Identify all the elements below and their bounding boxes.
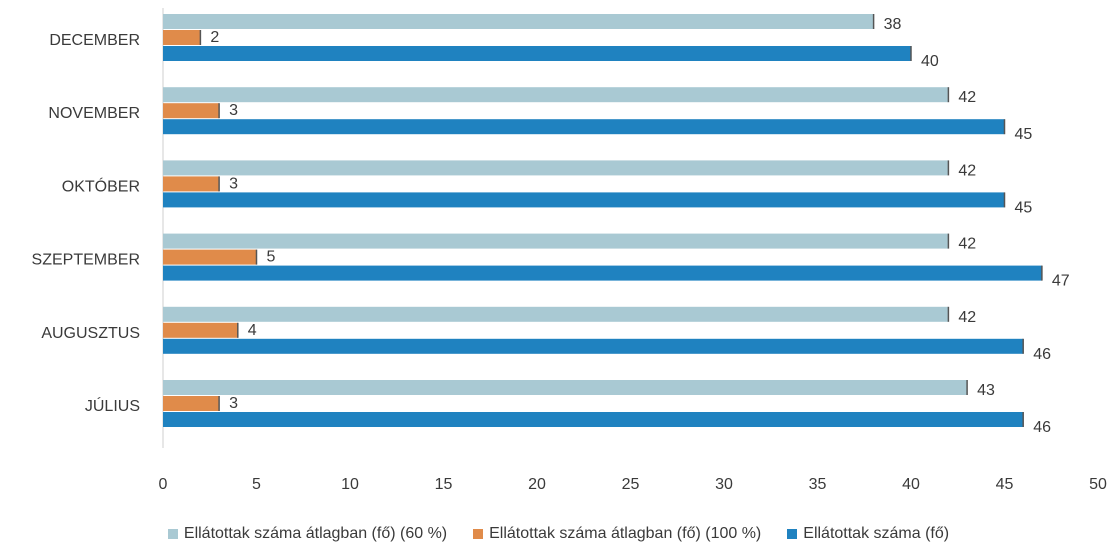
data-label: 2 (210, 29, 219, 46)
bar-series-2 (163, 322, 238, 338)
bar-series-2 (163, 249, 257, 265)
data-label: 42 (958, 89, 976, 106)
x-tick-label: 5 (252, 476, 261, 493)
category-label: NOVEMBER (48, 105, 140, 122)
x-tick-label: 30 (715, 476, 733, 493)
bar-series-3 (163, 46, 911, 61)
data-label: 3 (229, 102, 238, 119)
x-tick-label: 45 (996, 476, 1014, 493)
data-label: 4 (248, 322, 257, 339)
category-label: JÚLIUS (85, 396, 140, 415)
x-tick-label: 50 (1089, 476, 1107, 493)
bar-chart: DECEMBER38240NOVEMBER42345OKTÓBER42345SZ… (32, 8, 1107, 493)
bar-series-3 (163, 119, 1005, 135)
bar-series-2 (163, 176, 220, 192)
x-tick-label: 20 (528, 476, 546, 493)
bar-series-1 (163, 380, 968, 395)
bar-series-1 (163, 87, 949, 103)
bar-series-1 (163, 233, 949, 249)
data-label: 47 (1052, 273, 1070, 290)
bar-series-3 (163, 412, 1024, 427)
data-label: 3 (229, 395, 238, 412)
legend-item-series-3: Ellátottak száma (fő) (787, 525, 949, 543)
data-label: 43 (977, 382, 995, 399)
bar-series-3 (163, 192, 1005, 208)
bar-series-1 (163, 14, 874, 29)
x-tick-label: 10 (341, 476, 359, 493)
data-label: 3 (229, 175, 238, 192)
bar-series-2 (163, 30, 201, 45)
legend-label-series-2: Ellátottak száma átlagban (fő) (100 %) (489, 525, 762, 542)
x-tick-label: 40 (902, 476, 920, 493)
data-label: 45 (1015, 126, 1033, 143)
chart-legend: Ellátottak száma átlagban (fő) (60 %) El… (0, 525, 1117, 543)
bar-series-3 (163, 265, 1042, 281)
bar-series-1 (163, 160, 949, 176)
category-label: AUGUSZTUS (41, 325, 140, 342)
legend-label-series-3: Ellátottak száma (fő) (803, 525, 950, 542)
legend-label-series-1: Ellátottak száma átlagban (fő) (60 %) (183, 525, 448, 542)
data-label: 42 (958, 309, 976, 326)
legend-swatch-series-3 (787, 529, 798, 539)
legend-item-series-1: Ellátottak száma átlagban (fő) (60 %) (167, 525, 448, 543)
data-label: 40 (921, 53, 939, 70)
x-tick-label: 0 (159, 476, 168, 493)
category-label: SZEPTEMBER (32, 252, 140, 269)
data-label: 46 (1033, 346, 1051, 363)
category-label: OKTÓBER (62, 176, 140, 195)
bar-series-1 (163, 306, 949, 322)
data-label: 45 (1015, 199, 1033, 216)
legend-swatch-series-2 (473, 529, 484, 539)
bar-series-2 (163, 396, 220, 411)
x-tick-label: 25 (622, 476, 640, 493)
data-label: 46 (1033, 419, 1051, 436)
x-tick-label: 15 (435, 476, 453, 493)
data-label: 5 (267, 249, 276, 266)
bar-series-3 (163, 338, 1024, 354)
data-label: 42 (958, 162, 976, 179)
x-tick-label: 35 (809, 476, 827, 493)
data-label: 38 (884, 16, 902, 33)
legend-swatch-series-1 (167, 529, 178, 539)
data-label: 42 (958, 236, 976, 253)
bar-series-2 (163, 103, 220, 119)
category-label: DECEMBER (49, 32, 140, 49)
legend-item-series-2: Ellátottak száma átlagban (fő) (100 %) (473, 525, 761, 543)
